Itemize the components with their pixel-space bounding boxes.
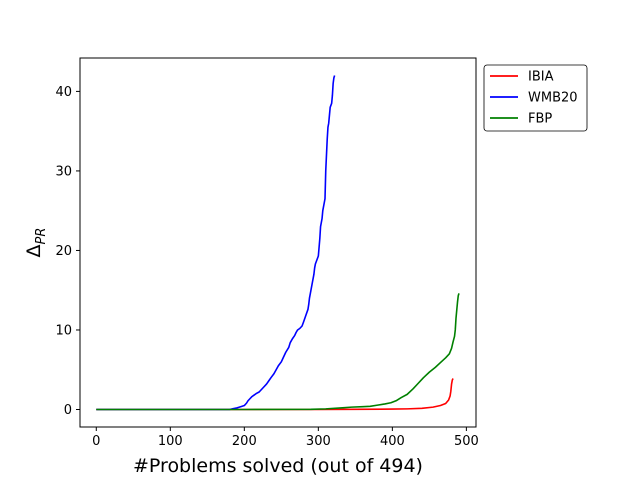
legend: IBIA WMB20 FBP <box>483 64 588 132</box>
x-tick-label: 100 <box>158 434 183 449</box>
legend-label-fbp: FBP <box>528 112 552 127</box>
y-tick-label: 40 <box>55 85 72 100</box>
legend-label-wmb20: WMB20 <box>528 91 578 106</box>
y-axis-label-subscript: PR <box>34 228 49 245</box>
axes-frame <box>79 57 477 428</box>
series-layer <box>96 75 460 411</box>
x-tick-label: 300 <box>306 434 331 449</box>
x-tick-label: 400 <box>380 434 405 449</box>
y-axis: 0 10 20 30 40 <box>55 85 80 418</box>
y-axis-label-main: Δ <box>23 244 45 257</box>
x-axis-label: #Problems solved (out of 494) <box>133 455 423 477</box>
y-tick-label: 20 <box>55 244 72 259</box>
x-tick-label: 0 <box>92 434 100 449</box>
x-axis: 0 100 200 300 400 500 <box>92 427 479 449</box>
legend-label-ibia: IBIA <box>528 70 554 85</box>
series-line-fbp <box>96 293 460 411</box>
y-tick-label: 30 <box>55 164 72 179</box>
y-tick-label: 0 <box>64 403 72 418</box>
y-tick-label: 10 <box>55 323 72 338</box>
x-tick-label: 200 <box>232 434 257 449</box>
legend-box <box>483 64 588 132</box>
y-axis-label: ΔPR <box>23 228 49 258</box>
series-line-wmb20 <box>96 75 336 411</box>
x-tick-label: 500 <box>454 434 479 449</box>
